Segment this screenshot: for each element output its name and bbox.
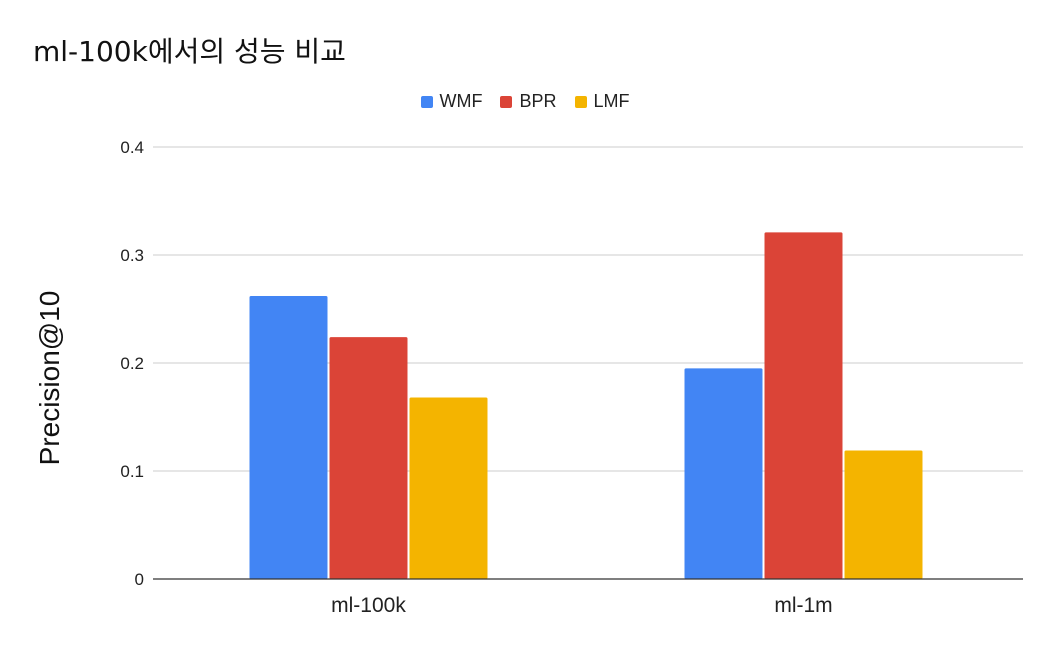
bar-bpr-ml-1m bbox=[765, 232, 843, 579]
bar-lmf-ml-1m bbox=[845, 450, 923, 579]
bar-wmf-ml-1m bbox=[685, 368, 763, 579]
y-tick-label: 0.2 bbox=[120, 354, 144, 373]
y-tick-label: 0 bbox=[135, 570, 144, 589]
x-category-label: ml-100k bbox=[331, 594, 406, 617]
bars bbox=[250, 232, 923, 579]
x-category-labels: ml-100k ml-1m bbox=[331, 594, 833, 617]
y-tick-labels: 0 0.1 0.2 0.3 0.4 bbox=[120, 138, 144, 589]
bar-wmf-ml-100k bbox=[250, 296, 328, 579]
bar-lmf-ml-100k bbox=[410, 398, 488, 579]
x-category-label: ml-1m bbox=[774, 594, 832, 617]
y-tick-label: 0.4 bbox=[120, 138, 144, 157]
y-tick-label: 0.3 bbox=[120, 246, 144, 265]
y-tick-label: 0.1 bbox=[120, 462, 144, 481]
bar-bpr-ml-100k bbox=[330, 337, 408, 579]
